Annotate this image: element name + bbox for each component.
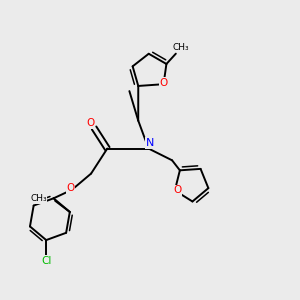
Text: O: O: [173, 185, 181, 196]
Text: O: O: [159, 78, 168, 88]
Text: CH₃: CH₃: [30, 194, 47, 203]
Text: O: O: [86, 118, 94, 128]
Text: Cl: Cl: [41, 256, 51, 266]
Text: N: N: [146, 138, 154, 148]
Text: CH₃: CH₃: [173, 43, 190, 52]
Text: O: O: [66, 183, 75, 193]
